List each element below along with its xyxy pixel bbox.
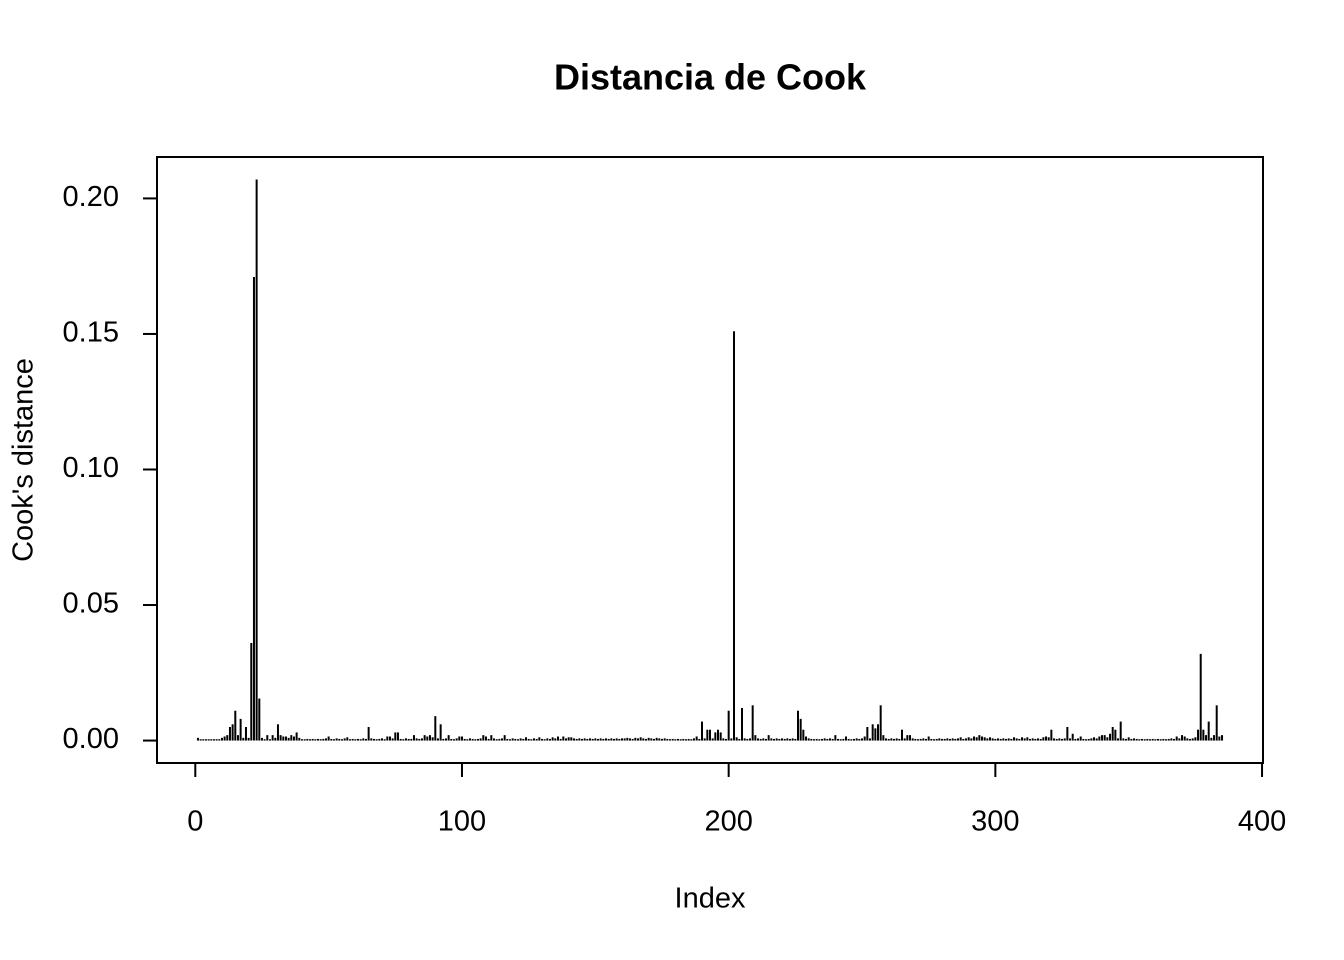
x-tick-label: 400 — [1238, 806, 1286, 838]
y-tick-label: 0.15 — [63, 317, 119, 349]
x-tick-label: 200 — [704, 806, 752, 838]
plot-box — [156, 156, 1264, 764]
x-tick-label: 300 — [971, 806, 1019, 838]
x-tick-label: 0 — [187, 806, 203, 838]
y-axis-label: Cook's distance — [8, 358, 40, 562]
y-tick-label: 0.20 — [63, 181, 119, 213]
y-tick-label: 0.00 — [63, 723, 119, 755]
x-axis-label: Index — [675, 883, 746, 915]
y-tick-label: 0.05 — [63, 588, 119, 620]
y-tick-label: 0.10 — [63, 452, 119, 484]
x-tick-label: 100 — [438, 806, 486, 838]
chart-title: Distancia de Cook — [554, 57, 867, 98]
